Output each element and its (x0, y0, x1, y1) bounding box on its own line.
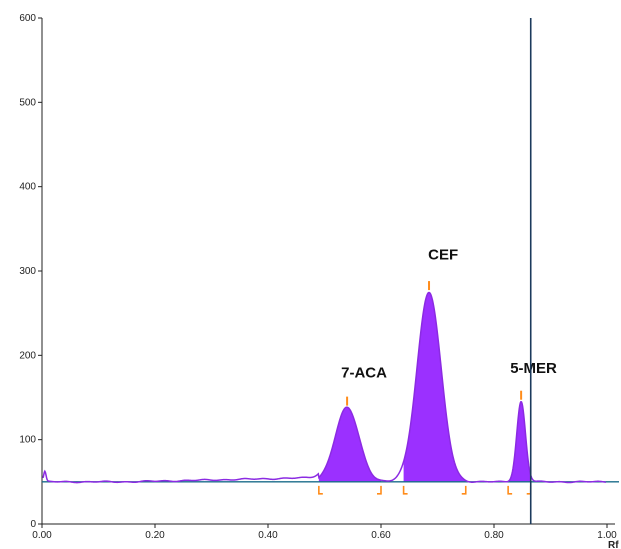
peak-label-box (501, 356, 566, 381)
peak-label-7-aca: 7-ACA (332, 360, 397, 385)
y-tick-label: 200 (19, 350, 36, 361)
peak-end-bracket (461, 485, 467, 495)
trace-layer (42, 291, 619, 484)
peak-label-box (332, 360, 397, 385)
y-tick-label: 100 (19, 435, 36, 446)
peak-start-bracket (507, 485, 513, 495)
peak-start-bracket (318, 485, 323, 495)
peaks-layer (318, 281, 532, 495)
peak-area-5-mer (508, 401, 531, 482)
peak-label-text: 7-ACA (341, 364, 387, 381)
peak-label-text: 5-MER (510, 360, 557, 377)
peak-label-5-mer: 5-MER (501, 356, 566, 381)
x-axis-label: Rf (608, 540, 619, 549)
x-tick-label: 0.20 (145, 530, 165, 541)
axes: 0 100 200 300 400 500 600 0.00 0.20 0.40 0.60 0.80 1… (19, 13, 619, 549)
y-tick-label: 0 (30, 519, 36, 530)
peak-start-bracket (402, 485, 408, 495)
labels-layer: 7-ACA CEF 5-MER (332, 18, 566, 524)
y-tick-label: 400 (19, 182, 36, 193)
x-tick-label: 1.00 (597, 530, 617, 541)
peak-label-text: CEF (428, 246, 458, 263)
peak-area-7-aca (318, 407, 381, 482)
peak-label-cef: CEF (421, 242, 466, 267)
signal-trace (42, 291, 606, 484)
x-tick-label: 0.60 (371, 530, 391, 541)
x-tick-label: 0.00 (32, 530, 52, 541)
y-tick-label: 300 (19, 266, 36, 277)
peak-end-bracket (377, 485, 382, 495)
x-tick-label: 0.40 (258, 530, 278, 541)
peak-area-cef (403, 292, 466, 482)
x-tick-label: 0.80 (484, 530, 504, 541)
peak-label-box (421, 242, 466, 267)
y-tick-label: 500 (19, 97, 36, 108)
y-tick-label: 600 (19, 13, 36, 24)
